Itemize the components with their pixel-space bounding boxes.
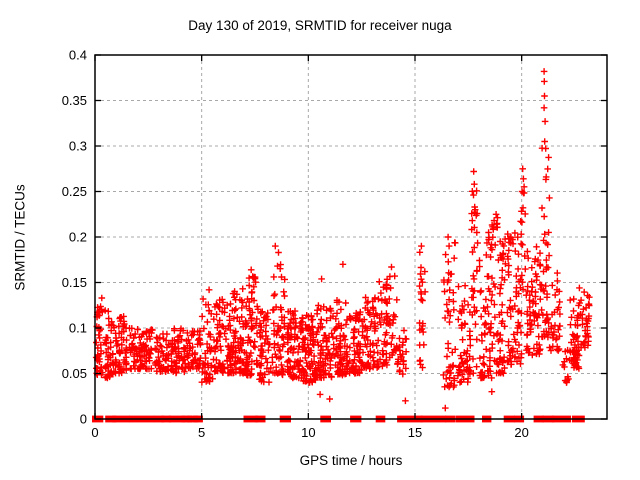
y-tick-label: 0.35: [62, 93, 87, 108]
y-tick-label: 0.25: [62, 184, 87, 199]
y-tick-label: 0.3: [69, 139, 87, 154]
x-tick-label: 0: [91, 425, 98, 440]
x-tick-label: 5: [198, 425, 205, 440]
y-tick-label: 0: [80, 412, 87, 427]
y-tick-label: 0.2: [69, 230, 87, 245]
tick-marks: [94, 54, 607, 420]
x-tick-label: 20: [514, 425, 528, 440]
y-axis-label: SRMTID / TECUs: [12, 184, 28, 291]
tick-labels: 0 5 10 15 20 0 0.05 0.1 0.15 0.2 0.25 0.3 0.35 0.4: [62, 48, 529, 441]
y-tick-label: 0.1: [69, 321, 87, 336]
x-axis-label: GPS time / hours: [299, 453, 403, 468]
x-tick-label: 15: [408, 425, 422, 440]
y-tick-label: 0.15: [62, 275, 87, 290]
x-tick-label: 10: [301, 425, 315, 440]
y-tick-label: 0.05: [62, 366, 87, 381]
chart-title: Day 130 of 2019, SRMTID for receiver nug…: [188, 18, 452, 33]
y-tick-label: 0.4: [69, 48, 87, 63]
scatter-points: [92, 68, 593, 412]
